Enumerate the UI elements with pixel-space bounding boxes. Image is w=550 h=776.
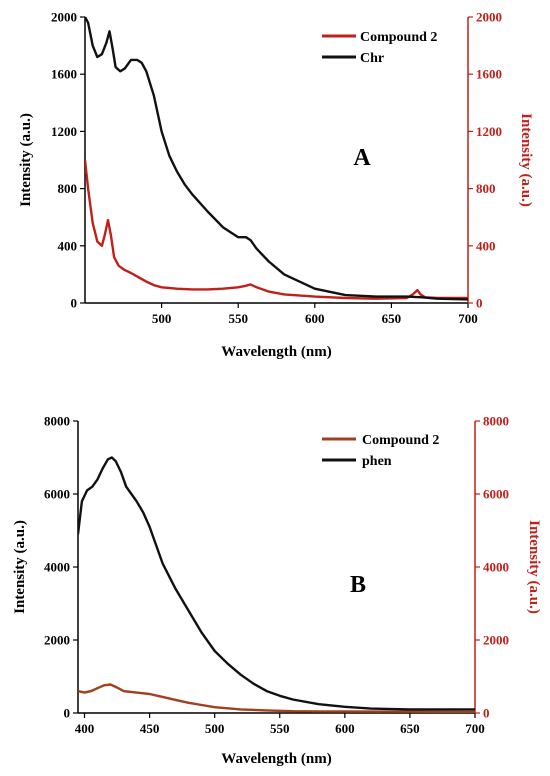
x-tick-label: 550	[270, 721, 290, 736]
y-right-tick-label: 800	[476, 181, 496, 196]
y-left-tick-label: 0	[64, 706, 71, 721]
y-left-tick-label: 2000	[44, 633, 70, 648]
y-right-tick-label: 8000	[483, 414, 509, 429]
legend-label: phen	[362, 454, 392, 469]
y-right-axis-title: Intensity (a.u.)	[518, 113, 534, 207]
legend-label: Chr	[360, 51, 384, 66]
y-left-tick-label: 1200	[51, 124, 77, 139]
y-left-tick-label: 8000	[44, 414, 70, 429]
x-tick-label: 550	[228, 311, 248, 326]
x-tick-label: 650	[400, 721, 420, 736]
y-right-tick-label: 4000	[483, 560, 509, 575]
chart-panel-b: 400 450 500 550 600 650 7000200040006000800002…	[12, 414, 542, 768]
y-left-tick-label: 4000	[44, 560, 70, 575]
series-line-compound-2	[78, 683, 475, 713]
panel-label: A	[353, 145, 371, 171]
y-left-tick-label: 400	[58, 238, 78, 253]
chart-panel-a: 500 550 600 650 7000400800120016002000040080…	[18, 10, 534, 361]
x-tick-label: 600	[305, 311, 325, 326]
series-line-chr	[85, 16, 468, 301]
y-right-tick-label: 1600	[476, 67, 502, 82]
y-left-tick-label: 6000	[44, 487, 70, 502]
y-right-tick-label: 2000	[483, 633, 509, 648]
x-tick-label: 450	[140, 721, 160, 736]
y-right-tick-label: 0	[483, 706, 490, 721]
x-axis-title: Wavelength (nm)	[221, 751, 331, 767]
y-left-axis-title: Intensity (a.u.)	[18, 113, 34, 207]
y-right-axis-title: Intensity (a.u.)	[526, 520, 542, 614]
y-right-tick-label: 2000	[476, 10, 502, 25]
legend-label: Compound 2	[362, 433, 439, 448]
x-tick-label: 500	[152, 311, 172, 326]
x-axis-title: Wavelength (nm)	[221, 344, 331, 360]
y-left-tick-label: 800	[58, 181, 78, 196]
x-tick-label: 700	[465, 721, 485, 736]
x-tick-label: 600	[335, 721, 355, 736]
y-right-tick-label: 1200	[476, 124, 502, 139]
y-left-tick-label: 1600	[51, 67, 77, 82]
y-right-tick-label: 0	[476, 296, 483, 311]
panel-label: B	[350, 572, 366, 598]
legend-label: Compound 2	[360, 30, 437, 45]
x-tick-label: 700	[458, 311, 478, 326]
y-right-tick-label: 6000	[483, 487, 509, 502]
y-left-tick-label: 2000	[51, 10, 77, 25]
y-left-axis-title: Intensity (a.u.)	[12, 520, 28, 614]
series-line-compound-2	[85, 159, 468, 300]
x-tick-label: 650	[382, 311, 402, 326]
x-tick-label: 400	[75, 721, 95, 736]
y-right-tick-label: 400	[476, 238, 496, 253]
y-left-tick-label: 0	[71, 296, 78, 311]
x-tick-label: 500	[205, 721, 225, 736]
series-line-phen	[78, 456, 475, 711]
